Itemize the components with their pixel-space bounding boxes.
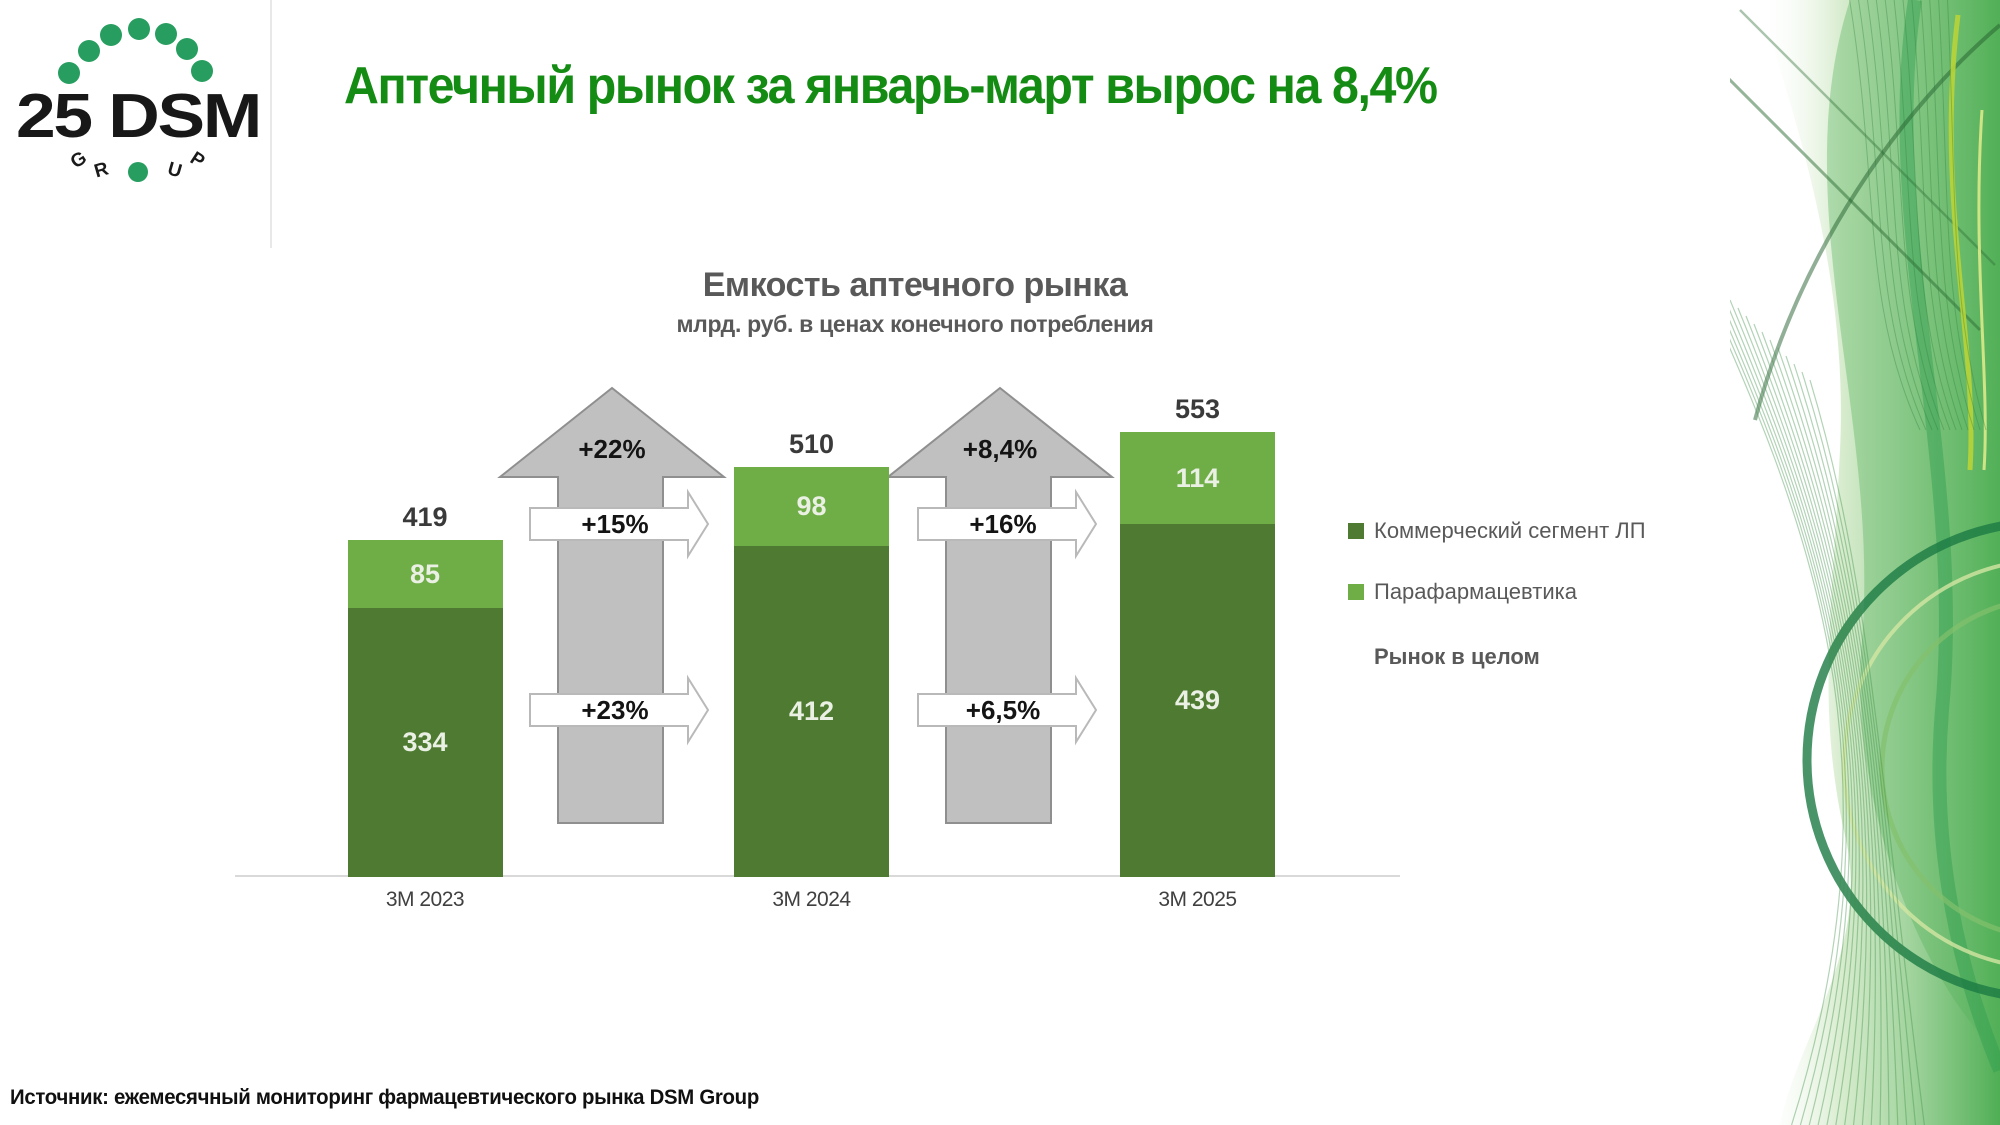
legend-item-commercial: Коммерческий сегмент ЛП (1348, 518, 1646, 544)
chart-heading: Емкость аптечного рынка млрд. руб. в цен… (605, 266, 1225, 338)
segment-parapharma: 114 (1120, 432, 1275, 524)
segment-value-label: 412 (788, 695, 835, 726)
growth-arrows-2024-2025: +8,4% +16% +6,5% (885, 386, 1115, 824)
slide-title: Аптечный рынок за январь-март вырос на 8… (344, 57, 1438, 115)
svg-text:G: G (67, 147, 91, 173)
big-up-arrow-icon (885, 386, 1115, 824)
segment-commercial: 334 (347, 608, 503, 877)
right-arrow-icon (529, 674, 710, 746)
segment-value-label: 98 (796, 490, 827, 521)
svg-text:U: U (165, 158, 184, 182)
logo-divider (270, 0, 272, 248)
legend-item-total-market: Рынок в целом (1348, 644, 1540, 670)
right-arrow-icon (917, 488, 1098, 560)
svg-text:P: P (186, 148, 208, 173)
parapharma-growth-label: +16% (969, 509, 1036, 539)
big-up-arrow-icon (497, 386, 727, 824)
logo-group-word: G R U P (67, 147, 209, 182)
stacked-bar: 85 334 (347, 540, 503, 877)
source-note: Источник: ежемесячный мониторинг фармаце… (10, 1086, 759, 1109)
legend-label: Рынок в целом (1374, 644, 1540, 669)
stacked-bar: 98 412 (734, 466, 889, 877)
total-growth-label: +8,4% (963, 434, 1037, 464)
segment-commercial: 412 (734, 545, 889, 877)
segment-parapharma: 85 (347, 540, 503, 609)
segment-value-label: 85 (409, 558, 441, 589)
logo-brand-text: 25 DSM (16, 82, 260, 151)
right-arrow-icon (529, 488, 710, 560)
segment-value-label: 114 (1175, 462, 1220, 493)
segment-value-label: 439 (1174, 684, 1221, 715)
logo-o-dot-icon (128, 162, 148, 182)
x-axis-category-label: 3М 2023 (385, 888, 465, 911)
legend-swatch-commercial-icon (1348, 523, 1364, 539)
dsm-group-logo: 25 DSM G R U P (16, 18, 262, 182)
segment-value-label: 334 (402, 727, 448, 758)
legend-label: Парафармацевтика (1374, 579, 1577, 604)
segment-parapharma: 98 (734, 466, 889, 546)
bar-total-label: 510 (788, 428, 835, 459)
parapharma-growth-label: +15% (581, 509, 648, 539)
commercial-growth-label: +23% (581, 695, 648, 725)
legend-item-parapharma: Парафармацевтика (1348, 579, 1577, 605)
stacked-bar: 114 439 (1120, 432, 1275, 877)
commercial-growth-label: +6,5% (966, 695, 1040, 725)
chart-title: Емкость аптечного рынка (702, 266, 1128, 304)
x-axis-category-label: 3М 2024 (772, 888, 851, 911)
svg-text:R: R (92, 158, 111, 182)
right-arrow-icon (917, 674, 1098, 746)
bar-total-label: 553 (1174, 394, 1221, 425)
total-growth-label: +22% (578, 434, 645, 464)
logo-dots-arc-icon (58, 18, 213, 84)
chart-subtitle: млрд. руб. в ценах конечного потребления (676, 311, 1154, 337)
x-axis-category-label: 3М 2025 (1158, 888, 1237, 911)
decorative-green-waves (1730, 0, 2000, 1125)
growth-arrows-2023-2024: +22% +15% +23% (497, 386, 727, 824)
legend-label: Коммерческий сегмент ЛП (1374, 518, 1646, 543)
legend-swatch-parapharma-icon (1348, 584, 1364, 600)
bar-total-label: 419 (402, 502, 448, 533)
segment-commercial: 439 (1120, 523, 1275, 877)
